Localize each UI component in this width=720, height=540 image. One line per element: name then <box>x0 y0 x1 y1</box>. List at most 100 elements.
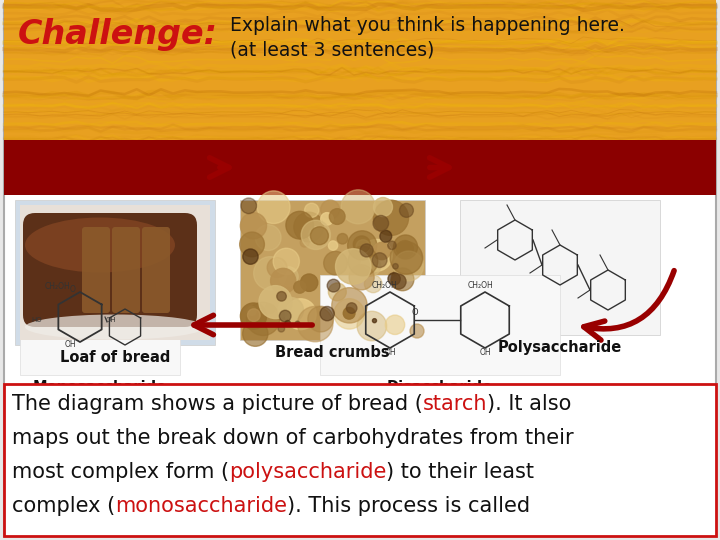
Circle shape <box>348 246 378 276</box>
FancyBboxPatch shape <box>20 205 210 340</box>
Circle shape <box>247 307 256 315</box>
Text: complex (: complex ( <box>12 496 115 516</box>
Text: OH: OH <box>480 348 491 357</box>
Circle shape <box>297 306 333 342</box>
FancyBboxPatch shape <box>112 227 140 313</box>
Circle shape <box>341 190 375 224</box>
FancyBboxPatch shape <box>15 200 215 345</box>
FancyBboxPatch shape <box>23 213 197 327</box>
Text: CH₂OH: CH₂OH <box>372 281 398 290</box>
Text: ). It also: ). It also <box>487 394 572 414</box>
Circle shape <box>294 212 323 242</box>
Ellipse shape <box>25 314 205 340</box>
Circle shape <box>391 268 414 291</box>
Circle shape <box>273 248 300 274</box>
Ellipse shape <box>25 218 175 273</box>
Text: Challenge:: Challenge: <box>18 18 218 51</box>
Circle shape <box>241 198 256 214</box>
Circle shape <box>320 200 340 219</box>
Circle shape <box>301 220 330 249</box>
Circle shape <box>374 198 392 217</box>
Circle shape <box>360 244 373 257</box>
Circle shape <box>328 241 338 250</box>
Circle shape <box>349 265 374 290</box>
Text: starch: starch <box>423 394 487 414</box>
Text: Loaf of bread: Loaf of bread <box>60 350 170 365</box>
Circle shape <box>374 200 408 235</box>
Text: OH: OH <box>106 317 117 323</box>
Circle shape <box>320 213 333 225</box>
Circle shape <box>336 249 371 284</box>
FancyBboxPatch shape <box>4 95 716 140</box>
Circle shape <box>240 213 266 239</box>
Circle shape <box>259 286 292 319</box>
Circle shape <box>346 303 357 313</box>
FancyBboxPatch shape <box>20 275 180 375</box>
Text: Polysaccharide: Polysaccharide <box>498 340 622 355</box>
Circle shape <box>276 292 287 301</box>
Circle shape <box>308 226 327 245</box>
Text: OH: OH <box>64 340 76 349</box>
Circle shape <box>388 273 400 285</box>
Circle shape <box>354 236 370 253</box>
Circle shape <box>279 267 298 286</box>
Circle shape <box>327 279 340 292</box>
Circle shape <box>243 321 268 346</box>
Circle shape <box>243 249 258 264</box>
Circle shape <box>305 203 319 218</box>
Circle shape <box>240 232 264 257</box>
Circle shape <box>248 309 260 321</box>
Circle shape <box>240 303 266 329</box>
Circle shape <box>294 281 306 293</box>
Circle shape <box>285 299 316 329</box>
Text: monosaccharide: monosaccharide <box>115 496 287 516</box>
FancyBboxPatch shape <box>4 0 716 95</box>
Circle shape <box>343 307 355 319</box>
FancyBboxPatch shape <box>142 227 170 313</box>
Circle shape <box>295 321 300 326</box>
Circle shape <box>329 208 345 225</box>
Text: CH₂OH: CH₂OH <box>467 281 493 290</box>
Text: Explain what you think is happening here.: Explain what you think is happening here… <box>230 16 625 35</box>
Text: ) to their least: ) to their least <box>387 462 534 482</box>
Circle shape <box>410 324 424 338</box>
Circle shape <box>286 211 313 239</box>
Text: Monosaccharide: Monosaccharide <box>33 380 167 395</box>
Text: OH: OH <box>384 348 396 357</box>
Circle shape <box>380 231 392 242</box>
Circle shape <box>267 258 287 278</box>
Circle shape <box>400 204 413 217</box>
Text: (at least 3 sentences): (at least 3 sentences) <box>230 40 434 59</box>
FancyBboxPatch shape <box>82 227 110 313</box>
FancyBboxPatch shape <box>4 140 716 195</box>
Circle shape <box>300 238 309 247</box>
Text: ). This process is called: ). This process is called <box>287 496 531 516</box>
Circle shape <box>328 283 346 301</box>
Circle shape <box>256 225 281 251</box>
Circle shape <box>361 239 392 271</box>
Circle shape <box>265 303 275 314</box>
Circle shape <box>356 240 369 253</box>
Circle shape <box>278 326 284 332</box>
Text: O: O <box>412 308 418 317</box>
Circle shape <box>278 298 303 323</box>
Circle shape <box>397 240 413 257</box>
Text: Disaccharide: Disaccharide <box>387 380 493 395</box>
Circle shape <box>357 311 387 341</box>
Circle shape <box>394 251 423 281</box>
Circle shape <box>385 315 405 334</box>
FancyBboxPatch shape <box>320 275 560 375</box>
FancyBboxPatch shape <box>460 200 660 335</box>
Circle shape <box>337 233 348 244</box>
Text: most complex form (: most complex form ( <box>12 462 229 482</box>
Circle shape <box>308 306 333 332</box>
Circle shape <box>393 264 398 269</box>
Circle shape <box>364 275 382 293</box>
Circle shape <box>390 242 423 274</box>
Circle shape <box>271 268 296 294</box>
FancyBboxPatch shape <box>240 200 425 340</box>
Circle shape <box>348 231 377 260</box>
Text: Bread crumbs: Bread crumbs <box>275 345 390 360</box>
Circle shape <box>332 288 367 323</box>
Circle shape <box>320 306 334 321</box>
